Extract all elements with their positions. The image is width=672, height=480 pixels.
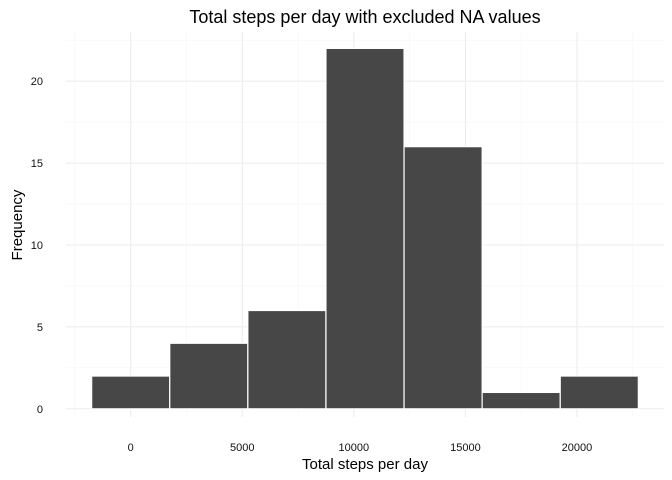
- y-axis-title: Frequency: [9, 189, 26, 260]
- x-tick-labels: 0 5000 10000 15000 20000: [128, 442, 593, 454]
- y-tick-label: 0: [37, 404, 43, 416]
- chart-title: Total steps per day with excluded NA val…: [189, 7, 540, 27]
- x-tick-label: 0: [128, 442, 134, 454]
- x-tick-label: 20000: [562, 442, 593, 454]
- histogram-bar: [325, 47, 405, 410]
- y-tick-label: 5: [37, 322, 43, 334]
- y-tick-label: 10: [31, 240, 43, 252]
- histogram-bar: [169, 342, 249, 410]
- x-axis-title: Total steps per day: [302, 456, 428, 473]
- y-tick-label: 20: [31, 76, 43, 88]
- x-tick-label: 10000: [339, 442, 370, 454]
- y-tick-label: 15: [31, 158, 43, 170]
- histogram-bar: [481, 391, 561, 410]
- bars: [91, 47, 639, 410]
- histogram-bar: [247, 309, 327, 410]
- x-tick-label: 5000: [230, 442, 254, 454]
- y-tick-labels: 0 5 10 15 20: [31, 76, 43, 416]
- histogram-bar: [91, 375, 171, 410]
- x-tick-label: 15000: [450, 442, 481, 454]
- histogram-bar: [559, 375, 639, 410]
- histogram-bar: [403, 146, 483, 410]
